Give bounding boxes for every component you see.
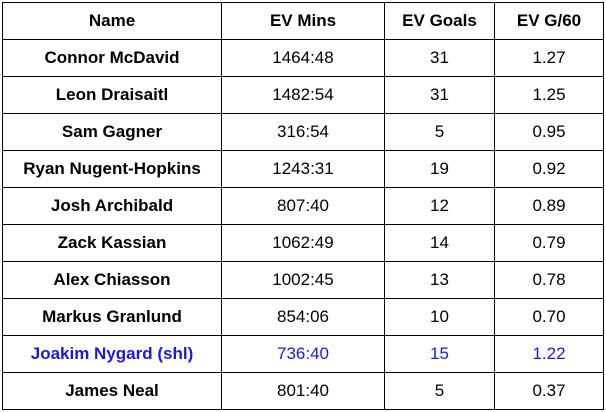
ev-goals-cell: 10 [384,298,495,336]
ev-goals-cell: 5 [384,113,495,151]
ev-mins-cell: 1464:48 [221,39,385,77]
ev-goals-cell: 13 [384,261,495,299]
player-name-cell: Josh Archibald [2,187,222,225]
header-name: Name [2,2,222,40]
table-row: Zack Kassian 1062:49 14 0.79 [2,224,604,262]
player-name-cell: Leon Draisaitl [2,76,222,114]
ev-g60-cell: 0.92 [494,150,604,188]
ev-mins-cell: 1243:31 [221,150,385,188]
ev-mins-cell: 736:40 [221,335,385,373]
ev-goals-cell: 31 [384,39,495,77]
ev-g60-cell: 0.70 [494,298,604,336]
player-name-cell: James Neal [2,372,222,410]
ev-goals-cell: 31 [384,76,495,114]
table-row: Markus Granlund 854:06 10 0.70 [2,298,604,336]
table-row: Joakim Nygard (shl) 736:40 15 1.22 [2,335,604,373]
ev-g60-cell: 0.79 [494,224,604,262]
player-name-cell: Sam Gagner [2,113,222,151]
ev-goals-cell: 5 [384,372,495,410]
ev-mins-cell: 1002:45 [221,261,385,299]
ev-mins-cell: 1482:54 [221,76,385,114]
ev-g60-cell: 1.27 [494,39,604,77]
ev-mins-cell: 316:54 [221,113,385,151]
player-name-cell: Ryan Nugent-Hopkins [2,150,222,188]
ev-goals-cell: 12 [384,187,495,225]
header-row: Name EV Mins EV Goals EV G/60 [2,2,604,40]
ev-goals-cell: 14 [384,224,495,262]
table-row: Ryan Nugent-Hopkins 1243:31 19 0.92 [2,150,604,188]
ev-g60-cell: 0.95 [494,113,604,151]
table-row: Josh Archibald 807:40 12 0.89 [2,187,604,225]
ev-mins-cell: 1062:49 [221,224,385,262]
header-ev-g60: EV G/60 [494,2,604,40]
ev-g60-cell: 0.78 [494,261,604,299]
player-name-cell: Alex Chiasson [2,261,222,299]
player-name-cell: Connor McDavid [2,39,222,77]
header-ev-goals: EV Goals [384,2,495,40]
table-header: Name EV Mins EV Goals EV G/60 [2,2,604,40]
ev-mins-cell: 854:06 [221,298,385,336]
table-row: Leon Draisaitl 1482:54 31 1.25 [2,76,604,114]
table-row: Sam Gagner 316:54 5 0.95 [2,113,604,151]
ev-g60-cell: 1.22 [494,335,604,373]
ev-g60-cell: 0.89 [494,187,604,225]
player-name-cell: Joakim Nygard (shl) [2,335,222,373]
table-row: James Neal 801:40 5 0.37 [2,372,604,410]
table-body: Connor McDavid 1464:48 31 1.27 Leon Draisait… [2,39,604,410]
table-row: Connor McDavid 1464:48 31 1.27 [2,39,604,77]
ev-goals-cell: 15 [384,335,495,373]
ev-mins-cell: 807:40 [221,187,385,225]
table-row: Alex Chiasson 1002:45 13 0.78 [2,261,604,299]
ev-g60-cell: 1.25 [494,76,604,114]
ev-g60-cell: 0.37 [494,372,604,410]
player-name-cell: Zack Kassian [2,224,222,262]
header-ev-mins: EV Mins [221,2,385,40]
ev-goals-cell: 19 [384,150,495,188]
player-name-cell: Markus Granlund [2,298,222,336]
ev-mins-cell: 801:40 [221,372,385,410]
